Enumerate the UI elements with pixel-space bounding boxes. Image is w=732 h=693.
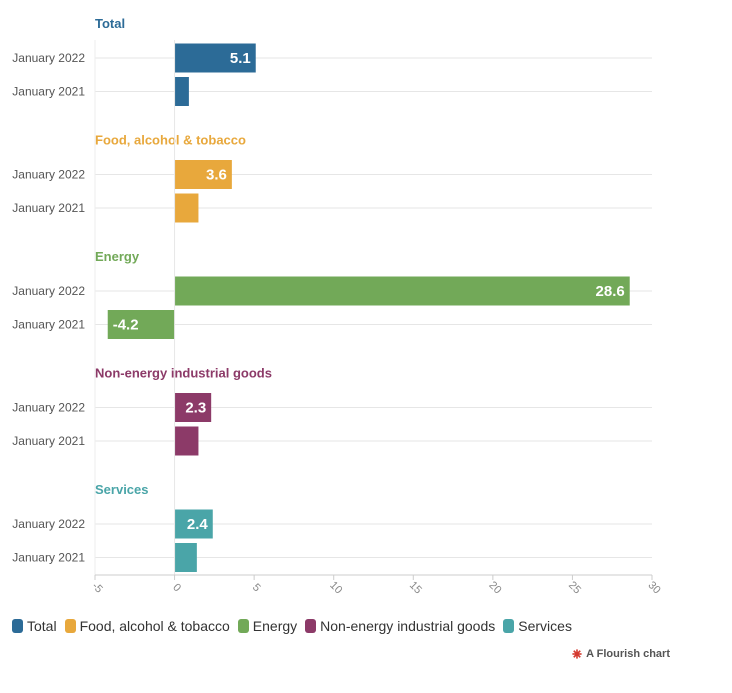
legend-swatch [12,619,23,633]
x-tick-label: 25 [566,579,583,596]
x-tick-label: 10 [327,579,344,596]
bar[interactable] [174,77,189,106]
legend-item[interactable]: Energy [237,618,298,634]
row-label: January 2022 [12,401,85,415]
row-label: January 2021 [12,551,85,565]
bar[interactable] [174,276,630,306]
row-label: January 2022 [12,168,85,182]
x-tick-label: -5 [89,580,104,595]
legend-label: Services [518,618,572,634]
row-label: January 2021 [12,434,85,448]
legend-swatch [237,619,249,633]
legend-label: Total [27,618,57,634]
bar-chart: Total January 2022 5.1 January 2021 Food, al… [12,16,663,596]
row-label: January 2021 [12,318,85,332]
x-tick-label: 0 [170,581,183,594]
bar-value-label: 5.1 [230,50,251,67]
x-tick-label: 30 [646,579,663,596]
bar[interactable] [174,160,232,189]
row-label: January 2022 [12,51,85,65]
legend-swatch [503,619,515,633]
legend-swatch [305,619,317,633]
legend-item[interactable]: Food, alcohol & tobacco [64,618,230,634]
legend-item[interactable]: Non-energy industrial goods [305,618,495,634]
x-tick-label: 5 [250,581,263,594]
bar-value-label: 2.4 [187,516,209,533]
bar-value-label: -4.2 [113,317,139,334]
bar[interactable] [174,193,199,223]
row-label: January 2021 [12,85,85,99]
bar[interactable] [174,393,212,422]
bar[interactable] [174,509,213,539]
chart-area: Total January 2022 5.1 January 2021 Food, al… [12,16,663,596]
legend-label: Food, alcohol & tobacco [79,618,230,634]
legend-label: Energy [252,618,298,634]
bar-value-label: 3.6 [206,167,227,184]
bar-value-label: 28.6 [596,283,625,300]
group-title: Energy [95,249,140,264]
bar[interactable] [107,310,175,339]
legend-swatch [64,619,76,633]
bar[interactable] [174,543,197,572]
legend-label: Non-energy industrial goods [320,618,496,634]
group-title: Food, alcohol & tobacco [95,133,246,148]
x-tick-label: 15 [407,579,424,596]
row-label: January 2022 [12,284,85,298]
group-title: Services [95,482,149,497]
flourish-logo-icon [572,649,582,659]
bar-value-label: 2.3 [185,400,206,417]
legend-item[interactable]: Services [503,618,572,634]
legend-item[interactable]: Total [12,618,57,634]
row-label: January 2021 [12,201,85,215]
flourish-credit-label: A Flourish chart [586,648,670,660]
group-title: Total [95,16,125,31]
group-title: Non-energy industrial goods [95,366,272,381]
bar[interactable] [174,43,256,73]
bar[interactable] [174,426,199,456]
row-label: January 2022 [12,517,85,531]
legend: Total Food, alcohol & tobacco Energy Non-en… [12,618,574,634]
x-tick-label: 20 [486,579,503,596]
flourish-credit-link[interactable]: A Flourish chart [572,648,670,660]
